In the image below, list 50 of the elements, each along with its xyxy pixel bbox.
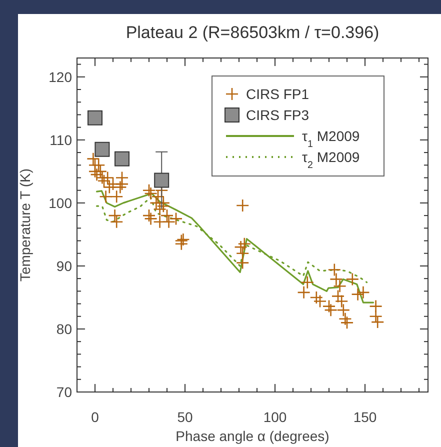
line-series — [96, 190, 374, 304]
point — [153, 215, 166, 228]
point — [310, 290, 324, 304]
point — [88, 110, 102, 126]
point — [94, 142, 110, 157]
point — [114, 151, 130, 166]
point — [346, 272, 360, 286]
point — [338, 312, 352, 326]
y-tick-label: 70 — [56, 384, 72, 400]
x-tick-label: 0 — [91, 409, 100, 425]
legend-label: CIRS FP1 — [246, 86, 310, 102]
y-tick-label: 90 — [56, 258, 72, 274]
point — [351, 288, 364, 301]
point — [169, 212, 183, 226]
chart-title: Plateau 2 (R=86503km / τ=0.396) — [126, 23, 380, 42]
y-tick-label: 120 — [48, 68, 72, 85]
point — [324, 303, 338, 317]
point — [300, 276, 314, 289]
point — [154, 172, 170, 188]
x-tick-label: 100 — [263, 409, 287, 425]
point — [110, 190, 124, 204]
point — [99, 190, 112, 204]
point — [370, 315, 384, 329]
point — [369, 300, 382, 313]
legend-label: CIRS FP3 — [246, 107, 310, 123]
x-tick-label: 150 — [353, 409, 377, 425]
y-axis-title: Temperature T (K) — [17, 168, 33, 282]
point — [234, 240, 248, 254]
point — [340, 316, 354, 330]
point — [336, 303, 350, 317]
x-axis-title: Phase angle α (degrees) — [176, 428, 330, 444]
point — [356, 286, 370, 300]
y-tick-label: 100 — [48, 194, 72, 211]
point — [142, 208, 156, 222]
point — [369, 310, 382, 324]
legend-label: τ$_{1}$ M2009 — [302, 128, 360, 150]
legend-label: τ$_{2}$ M2009 — [302, 149, 360, 170]
y-tick-label: 110 — [50, 132, 72, 148]
point — [110, 215, 124, 228]
point — [174, 237, 188, 251]
point — [236, 198, 250, 212]
point — [108, 208, 122, 222]
point — [236, 256, 250, 270]
y-tick-label: 80 — [56, 320, 72, 337]
point — [115, 177, 129, 191]
point — [238, 237, 252, 251]
x-tick-label: 50 — [177, 409, 193, 425]
point — [328, 263, 342, 276]
point — [297, 286, 310, 300]
point — [144, 212, 158, 226]
